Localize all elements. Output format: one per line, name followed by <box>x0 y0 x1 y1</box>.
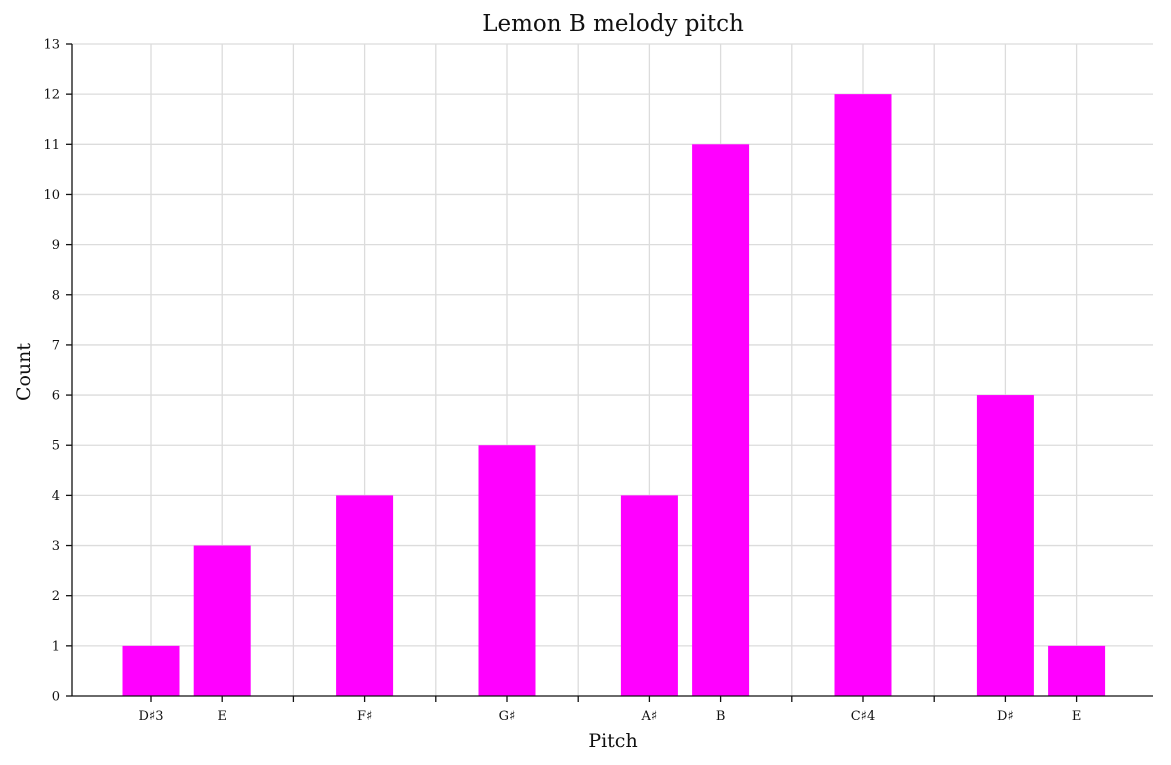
x-tick-label: D♯ <box>997 709 1014 724</box>
bar-1 <box>122 645 180 696</box>
y-tick-label: 12 <box>43 88 60 103</box>
y-tick-label: 0 <box>52 690 60 705</box>
grid-lines <box>72 43 1153 696</box>
bar-7 <box>834 94 892 696</box>
x-ticks: D♯3 E F♯ G♯ A♯ B C♯4 D♯ E <box>139 696 1082 724</box>
x-tick-label: F♯ <box>357 709 372 724</box>
bar-5 <box>620 495 678 696</box>
bars <box>122 94 1106 697</box>
y-tick-label: 1 <box>52 639 60 654</box>
y-tick-label: 13 <box>43 38 60 53</box>
y-tick-label: 10 <box>43 188 60 203</box>
y-tick-label: 8 <box>52 288 60 303</box>
y-tick-label: 7 <box>52 338 60 353</box>
y-tick-label: 5 <box>52 439 60 454</box>
bar-4 <box>478 445 536 696</box>
x-tick-label: B <box>716 709 726 724</box>
bar-9 <box>1048 645 1106 696</box>
y-tick-label: 11 <box>43 138 60 153</box>
bar-6 <box>692 144 750 697</box>
x-tick-label: A♯ <box>641 709 658 724</box>
y-tick-label: 9 <box>52 238 60 253</box>
y-tick-label: 2 <box>52 589 60 604</box>
x-tick-label: E <box>217 709 227 724</box>
x-axis-label: Pitch <box>588 730 637 752</box>
bar-2 <box>193 545 251 696</box>
bar-8 <box>976 395 1034 696</box>
x-tick-label: E <box>1072 709 1082 724</box>
y-tick-label: 6 <box>52 389 60 404</box>
y-tick-label: 3 <box>52 539 60 554</box>
x-tick-label: D♯3 <box>139 709 164 724</box>
y-tick-label: 4 <box>52 489 60 504</box>
x-tick-label: G♯ <box>499 709 516 724</box>
chart-title: Lemon B melody pitch <box>482 11 744 37</box>
x-tick-label: C♯4 <box>851 709 876 724</box>
bar-3 <box>336 495 394 696</box>
axes <box>71 44 1153 697</box>
y-axis-label: Count <box>13 343 35 401</box>
